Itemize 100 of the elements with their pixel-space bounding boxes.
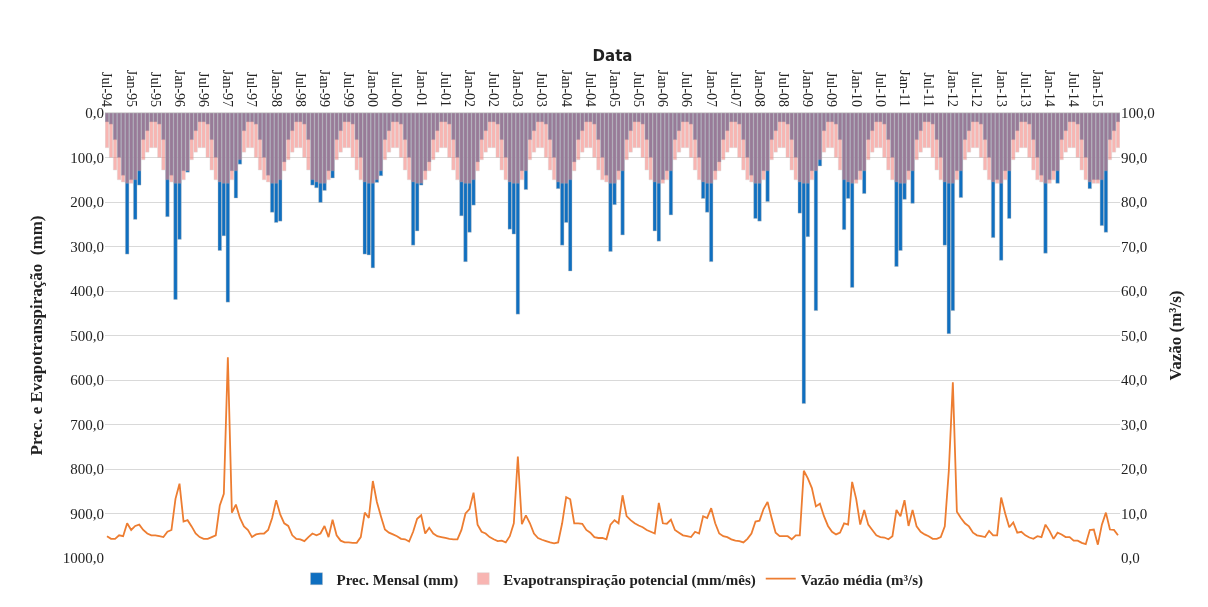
bar xyxy=(733,113,738,123)
x-tick-label: Jul-14 xyxy=(1066,72,1082,108)
bar xyxy=(781,113,786,123)
bar xyxy=(656,113,661,242)
bar xyxy=(584,113,589,148)
bar xyxy=(205,113,210,158)
bar xyxy=(572,113,577,172)
bar xyxy=(894,113,899,267)
x-tick-label: Jul-12 xyxy=(969,72,985,108)
x-tick-label: Jan-11 xyxy=(896,70,912,108)
y-tick-label: 0,0 xyxy=(85,105,104,122)
bar xyxy=(862,113,867,172)
bar xyxy=(246,113,250,148)
bar xyxy=(145,113,150,153)
bar xyxy=(262,113,267,180)
bar xyxy=(874,113,879,148)
bar xyxy=(946,113,951,334)
bar xyxy=(870,113,875,153)
bar xyxy=(403,113,408,171)
bar xyxy=(588,113,593,148)
bar xyxy=(282,113,287,172)
bar xyxy=(975,113,979,148)
bar xyxy=(999,113,1004,261)
bar xyxy=(177,113,182,184)
y2-tick-label: 10,0 xyxy=(1121,505,1148,522)
x-tick-label: Jul-97 xyxy=(244,72,260,108)
bar xyxy=(354,113,359,171)
bar xyxy=(491,113,496,148)
bar xyxy=(958,113,963,198)
bar xyxy=(580,113,585,153)
bar xyxy=(838,113,843,171)
bar xyxy=(117,113,122,180)
bar xyxy=(531,113,536,153)
bar xyxy=(910,113,915,204)
bar xyxy=(765,113,770,172)
bar xyxy=(576,113,581,160)
y2-tick-label: 100,0 xyxy=(1121,105,1155,122)
bar xyxy=(515,113,520,315)
bar xyxy=(302,113,307,158)
bar xyxy=(1116,113,1120,148)
y-tick-label: 900,0 xyxy=(70,505,104,522)
bar xyxy=(656,113,661,184)
bar xyxy=(652,113,657,183)
bar xyxy=(882,113,887,158)
y2-tick-label: 90,0 xyxy=(1121,149,1148,166)
bar xyxy=(1055,113,1060,184)
x-tick-label: Jul-94 xyxy=(99,72,115,108)
bar xyxy=(479,113,484,160)
bar xyxy=(689,113,694,158)
bar xyxy=(697,113,702,180)
bar xyxy=(499,113,504,171)
x-tick-label: Jan-05 xyxy=(606,69,622,108)
bar xyxy=(685,113,689,148)
x-tick-label: Jul-11 xyxy=(921,72,937,108)
bar xyxy=(153,113,158,123)
bar xyxy=(250,113,254,123)
bar xyxy=(495,113,500,158)
bar xyxy=(971,113,975,148)
x-tick-label: Jan-00 xyxy=(365,69,381,108)
x-tick-label: Jul-02 xyxy=(486,72,502,108)
bar xyxy=(233,113,238,199)
bar xyxy=(789,113,794,171)
bar xyxy=(628,113,633,153)
bar xyxy=(153,113,158,148)
bar xyxy=(729,113,734,148)
bar xyxy=(149,113,154,148)
bar xyxy=(362,113,367,255)
bar xyxy=(1035,113,1040,180)
x-tick-label: Jan-14 xyxy=(1041,69,1057,108)
bar xyxy=(290,113,295,153)
bar xyxy=(366,113,371,184)
bar xyxy=(757,113,762,222)
x-tick-label: Jan-06 xyxy=(655,69,671,108)
bar xyxy=(705,113,710,184)
bar xyxy=(644,113,649,171)
bar xyxy=(217,113,222,183)
bar xyxy=(318,113,323,203)
x-tick-label: Jan-98 xyxy=(268,69,284,108)
bar xyxy=(950,113,955,184)
bar xyxy=(685,113,689,123)
bar xyxy=(270,113,275,184)
bar xyxy=(805,113,810,184)
y-tick-label: 200,0 xyxy=(70,194,104,211)
bar xyxy=(793,113,798,180)
y-tick-label: 600,0 xyxy=(70,372,104,389)
x-tick-label: Jan-02 xyxy=(461,69,477,108)
x-tick-label: Jul-05 xyxy=(631,72,647,108)
bar xyxy=(926,113,931,148)
bar xyxy=(435,113,440,153)
bar xyxy=(217,113,222,251)
bar xyxy=(773,113,778,153)
bar xyxy=(475,113,480,172)
bar xyxy=(483,113,488,153)
bar xyxy=(133,113,138,180)
x-tick-label: Jan-10 xyxy=(848,69,864,108)
line-series xyxy=(106,356,1119,546)
bar xyxy=(938,113,943,180)
bar xyxy=(415,113,420,184)
bar xyxy=(842,113,847,180)
bar xyxy=(1071,113,1076,148)
